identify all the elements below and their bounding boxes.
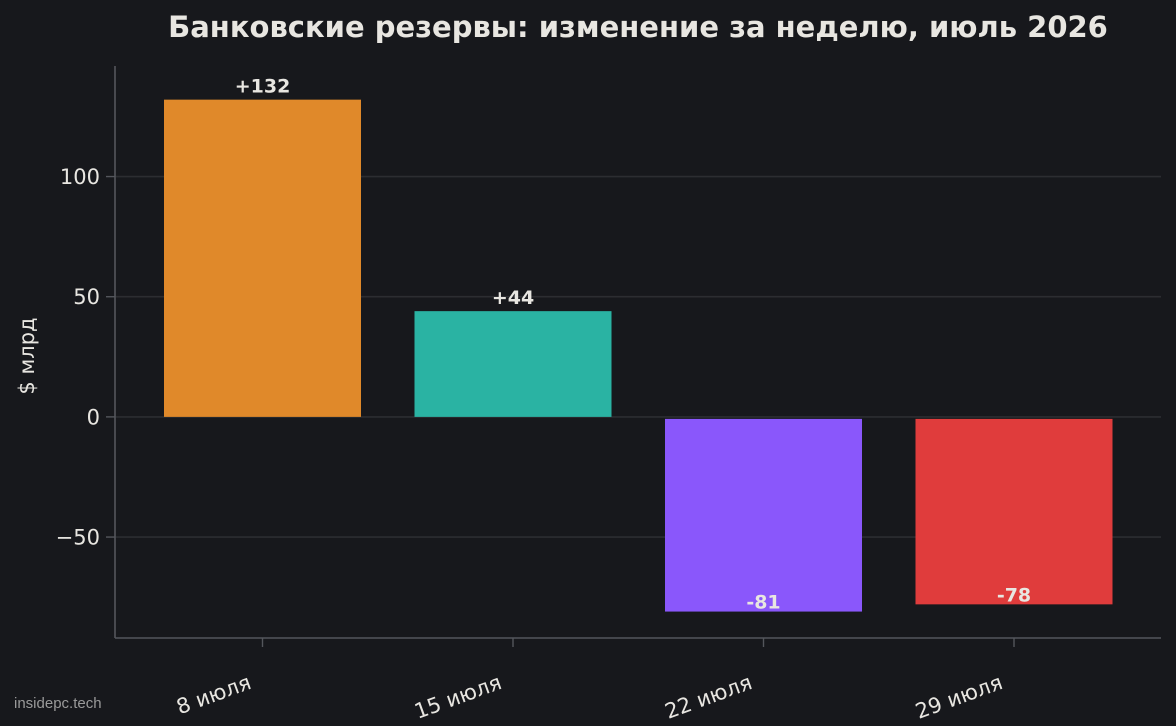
y-axis-label: $ млрд bbox=[15, 317, 39, 394]
data-labels: +132 +44 -81 -78 bbox=[235, 76, 1031, 614]
bars bbox=[164, 99, 1113, 612]
watermark: insidepc.tech bbox=[14, 695, 102, 712]
chart-title: Банковские резервы: изменение за неделю,… bbox=[168, 10, 1108, 44]
x-tick-label: 15 июля bbox=[411, 670, 505, 724]
y-tick-label: 100 bbox=[60, 165, 100, 189]
bar-2 bbox=[414, 311, 612, 417]
y-tick-label: 0 bbox=[87, 405, 100, 429]
bar-4 bbox=[915, 418, 1113, 605]
y-tick-label: −50 bbox=[56, 526, 100, 550]
x-tick-label: 29 июля bbox=[912, 670, 1006, 724]
x-tick-label: 22 июля bbox=[662, 670, 756, 724]
x-tick-label: 8 июля bbox=[173, 670, 254, 719]
data-label: -78 bbox=[997, 584, 1031, 606]
data-label: +132 bbox=[235, 76, 291, 98]
y-tick-label: 50 bbox=[73, 285, 100, 309]
data-label: +44 bbox=[492, 287, 534, 309]
bar-1 bbox=[164, 99, 361, 417]
bar-3 bbox=[665, 418, 862, 612]
data-label: -81 bbox=[746, 592, 780, 614]
